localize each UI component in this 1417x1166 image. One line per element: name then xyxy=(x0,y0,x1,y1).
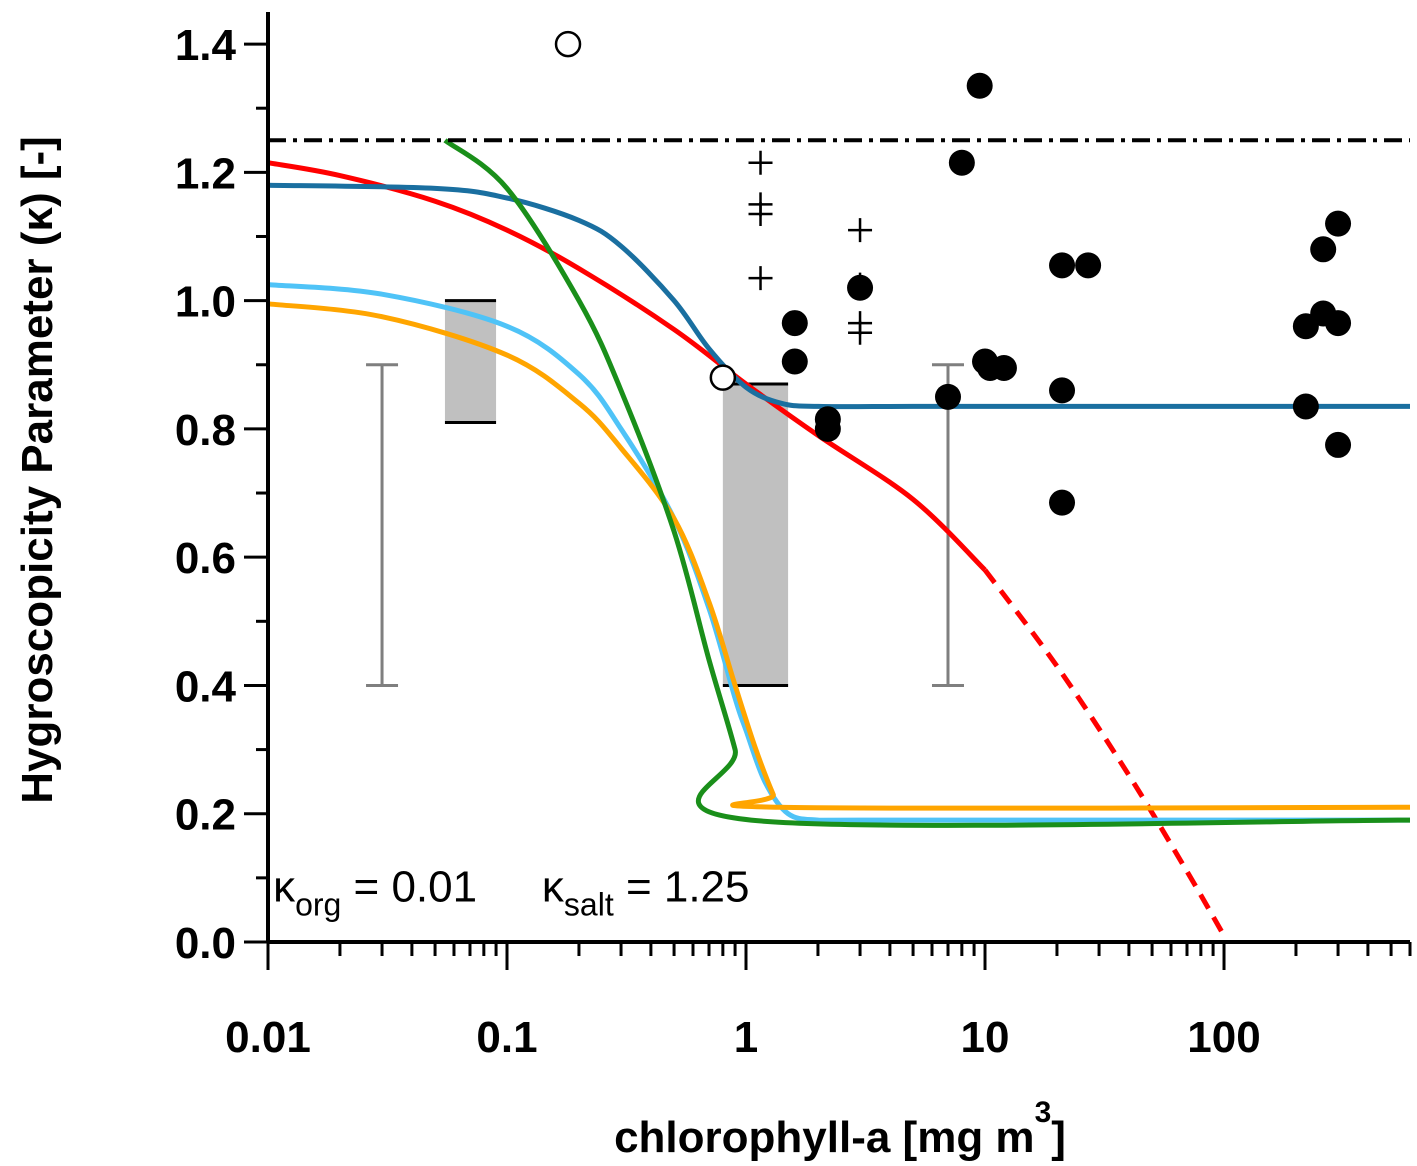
x-axis-title-main: chlorophyll-a [mg m xyxy=(614,1113,1034,1162)
y-tick-label: 1.0 xyxy=(175,278,236,327)
annotation-1: κsalt = 1.25 xyxy=(542,862,750,922)
x-axis-title-close: ] xyxy=(1051,1113,1066,1162)
filled-point-11 xyxy=(1049,252,1076,279)
filled-point-13 xyxy=(1049,489,1076,516)
annotations: κorg = 0.01 κsalt = 1.25 xyxy=(273,862,749,922)
plus-point-0 xyxy=(748,150,773,175)
filled-point-7 xyxy=(966,72,993,99)
annotation-value: = 1.25 xyxy=(614,862,750,911)
filled-point-19 xyxy=(1325,210,1352,237)
y-tick-label: 0.6 xyxy=(175,534,236,583)
open-point-0 xyxy=(554,30,582,58)
filled-point-17 xyxy=(1310,236,1337,263)
series-line-5 xyxy=(443,138,1411,828)
axes xyxy=(266,12,1410,944)
y-tick-label: 1.2 xyxy=(175,149,236,198)
filled-point-14 xyxy=(1075,252,1102,279)
x-tick-label: 0.1 xyxy=(476,1013,537,1062)
x-axis-title-superscript: 3 xyxy=(1035,1096,1052,1129)
plus-point-4 xyxy=(848,218,873,243)
open-point-1 xyxy=(709,364,737,391)
plus-point-5 xyxy=(848,272,873,297)
series-line-4 xyxy=(267,301,1411,811)
plus-point-2 xyxy=(748,202,773,227)
filled-point-20 xyxy=(1325,310,1352,337)
filled-point-21 xyxy=(1325,431,1352,458)
filled-point-6 xyxy=(948,149,975,176)
series-line-2 xyxy=(267,182,1410,410)
annotation-symbol: κ xyxy=(542,862,565,911)
y-tick-label: 0.4 xyxy=(175,662,237,711)
y-tick-label: 0.2 xyxy=(175,791,236,840)
annotation-value: = 0.01 xyxy=(341,862,477,911)
x-ticks: 0.01 0.1 1 10 100 xyxy=(225,942,1412,1062)
x-tick-label: 0.01 xyxy=(225,1013,311,1062)
error-bars xyxy=(366,363,964,687)
filled-point-16 xyxy=(1292,393,1319,420)
annotation-subscript: salt xyxy=(564,886,614,922)
x-axis-title: chlorophyll-a [mg m3] xyxy=(614,1096,1066,1162)
x-tick-label: 1 xyxy=(734,1013,758,1062)
y-tick-label: 0.0 xyxy=(175,919,236,968)
filled-point-3 xyxy=(814,415,841,442)
plus-point-7 xyxy=(848,320,873,345)
filled-point-0 xyxy=(781,310,808,337)
range-boxes xyxy=(444,299,789,687)
x-tick-label: 100 xyxy=(1187,1013,1260,1062)
filled-point-12 xyxy=(1049,377,1076,404)
series-line-0 xyxy=(267,160,987,572)
filled-point-1 xyxy=(781,348,808,375)
y-tick-label: 1.4 xyxy=(175,21,237,70)
annotation-subscript: org xyxy=(295,886,341,922)
plus-point-3 xyxy=(748,266,773,291)
annotation-0: κorg = 0.01 xyxy=(273,862,477,922)
filled-point-5 xyxy=(934,383,961,410)
plot-area xyxy=(267,30,1411,937)
y-axis-title: Hygroscopicity Parameter (κ) [-] xyxy=(13,136,62,804)
y-tick-label: 0.8 xyxy=(175,406,236,455)
fit-curves xyxy=(267,138,1411,937)
x-tick-label: 10 xyxy=(961,1013,1010,1062)
data-points xyxy=(554,30,1352,516)
range-box-1 xyxy=(722,384,789,686)
series-line-3 xyxy=(267,282,1410,824)
annotation-symbol: κ xyxy=(273,862,296,911)
y-ticks: 0.0 0.2 0.4 0.6 0.8 1.0 1.2 1.4 xyxy=(175,21,268,968)
series-line-1 xyxy=(983,568,1227,937)
filled-point-10 xyxy=(990,354,1017,381)
